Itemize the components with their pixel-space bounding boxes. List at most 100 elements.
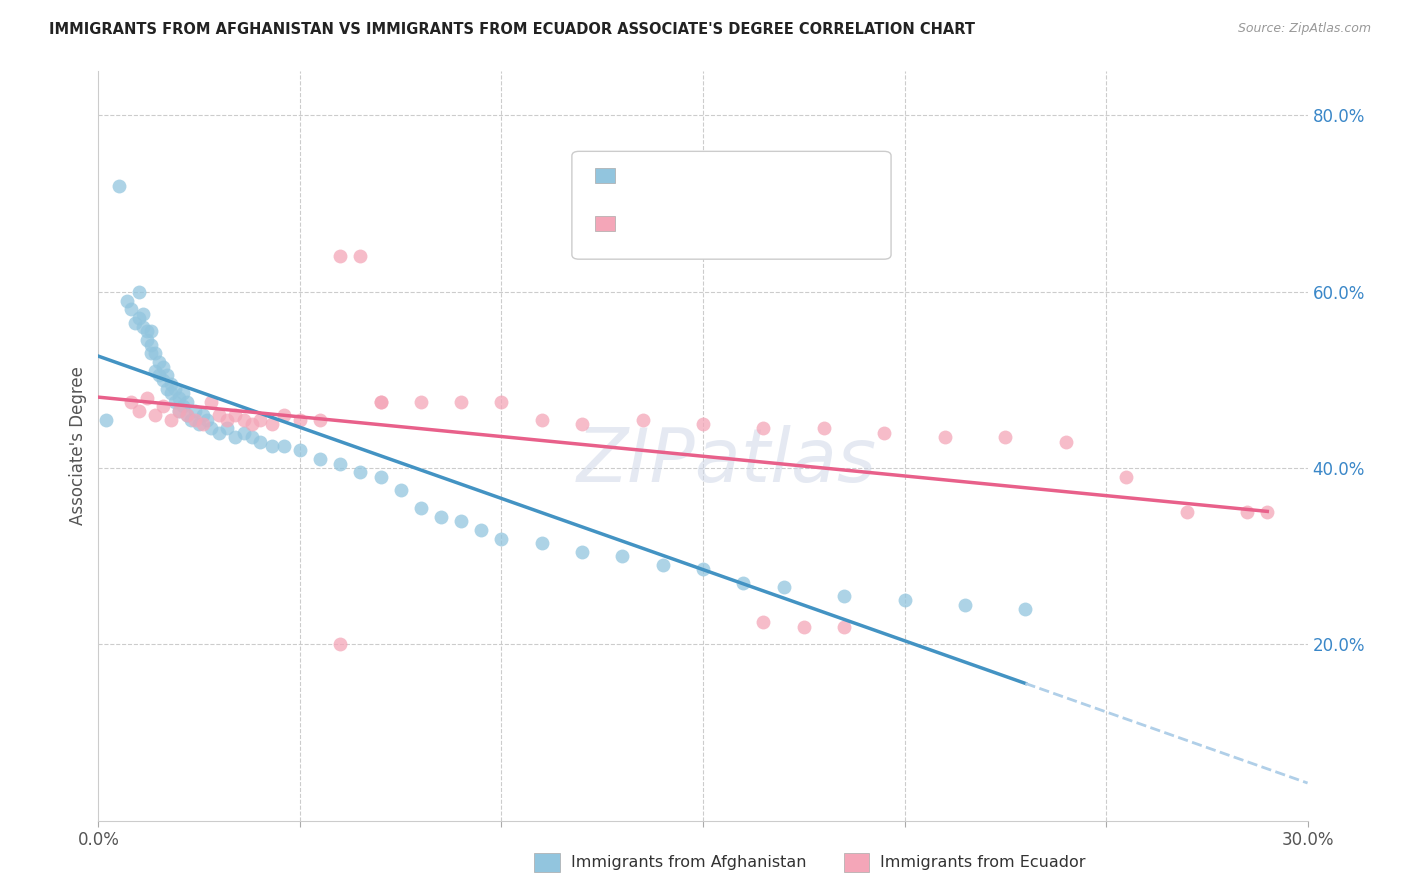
Text: Immigrants from Afghanistan: Immigrants from Afghanistan — [571, 855, 806, 870]
Point — [240, 417, 263, 431]
Point — [217, 421, 239, 435]
Point — [148, 368, 170, 383]
Point — [571, 417, 593, 431]
Point — [530, 536, 553, 550]
Point — [733, 575, 755, 590]
Point — [1236, 505, 1258, 519]
Point — [132, 307, 155, 321]
Point — [450, 395, 472, 409]
Point — [813, 421, 835, 435]
Point — [1014, 602, 1036, 616]
Point — [309, 412, 332, 426]
Point — [160, 412, 183, 426]
Text: Source: ZipAtlas.com: Source: ZipAtlas.com — [1237, 22, 1371, 36]
Point — [180, 412, 202, 426]
Point — [128, 403, 150, 417]
Point — [240, 430, 263, 444]
Point — [143, 364, 166, 378]
Point — [232, 412, 254, 426]
Point — [772, 580, 794, 594]
Point — [172, 400, 194, 414]
Point — [832, 620, 855, 634]
Point — [152, 373, 174, 387]
Point — [188, 417, 211, 431]
Point — [430, 509, 453, 524]
Point — [152, 359, 174, 374]
Point — [370, 395, 392, 409]
Point — [329, 250, 352, 264]
Point — [934, 430, 956, 444]
Text: R =: R = — [620, 216, 655, 231]
Point — [752, 615, 775, 630]
Text: N =: N = — [699, 216, 745, 231]
Point — [692, 417, 714, 431]
Point — [160, 377, 183, 392]
Text: 46: 46 — [734, 216, 756, 231]
Point — [329, 637, 352, 651]
Point — [873, 425, 896, 440]
Point — [249, 434, 271, 449]
Point — [193, 417, 215, 431]
Point — [167, 391, 190, 405]
Point — [208, 425, 231, 440]
Point — [1115, 470, 1137, 484]
Point — [128, 285, 150, 299]
Point — [450, 514, 472, 528]
Text: -0.224: -0.224 — [645, 169, 703, 183]
Point — [156, 368, 179, 383]
Point — [195, 412, 218, 426]
Point — [143, 408, 166, 422]
Point — [273, 439, 295, 453]
Point — [217, 412, 239, 426]
Point — [651, 558, 673, 572]
Point — [139, 346, 162, 360]
Point — [1054, 434, 1077, 449]
Point — [176, 408, 198, 422]
Point — [692, 562, 714, 576]
Point — [176, 408, 198, 422]
Point — [1256, 505, 1278, 519]
Point — [224, 430, 246, 444]
Point — [389, 483, 412, 497]
Point — [143, 346, 166, 360]
Point — [163, 395, 186, 409]
Point — [409, 395, 432, 409]
Point — [115, 293, 138, 308]
Point — [200, 421, 222, 435]
Point — [309, 452, 332, 467]
Text: 68: 68 — [734, 169, 756, 183]
Point — [132, 320, 155, 334]
Point — [491, 532, 513, 546]
Point — [120, 395, 142, 409]
Point — [135, 391, 157, 405]
Point — [200, 395, 222, 409]
Point — [349, 466, 371, 480]
Point — [96, 412, 118, 426]
Point — [470, 523, 492, 537]
Point — [139, 337, 162, 351]
Text: Immigrants from Ecuador: Immigrants from Ecuador — [880, 855, 1085, 870]
Point — [288, 443, 311, 458]
Point — [491, 395, 513, 409]
Point — [167, 403, 190, 417]
Point — [612, 549, 634, 564]
Point — [193, 408, 215, 422]
Point — [135, 325, 157, 339]
Text: R =: R = — [620, 169, 655, 183]
Point — [631, 412, 654, 426]
Point — [370, 395, 392, 409]
Point — [172, 386, 194, 401]
Point — [832, 589, 855, 603]
Point — [370, 470, 392, 484]
Point — [120, 302, 142, 317]
Y-axis label: Associate's Degree: Associate's Degree — [69, 367, 87, 525]
Point — [249, 412, 271, 426]
Point — [163, 382, 186, 396]
Point — [139, 325, 162, 339]
Point — [273, 408, 295, 422]
Point — [893, 593, 915, 607]
Text: IMMIGRANTS FROM AFGHANISTAN VS IMMIGRANTS FROM ECUADOR ASSOCIATE'S DEGREE CORREL: IMMIGRANTS FROM AFGHANISTAN VS IMMIGRANT… — [49, 22, 976, 37]
Point — [752, 421, 775, 435]
Point — [148, 355, 170, 369]
Point — [184, 403, 207, 417]
